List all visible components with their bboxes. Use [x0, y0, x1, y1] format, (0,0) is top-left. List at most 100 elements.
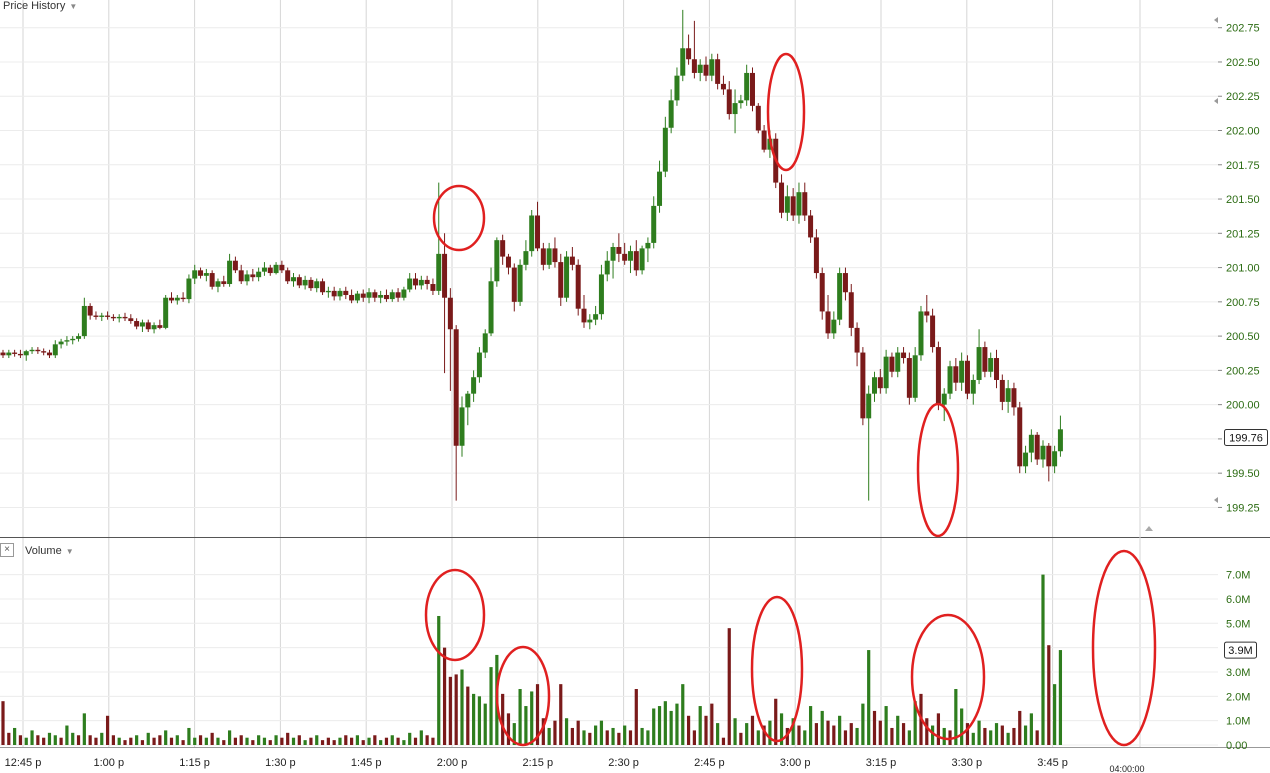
- volume-bar: [989, 730, 993, 745]
- candle-body: [709, 59, 715, 76]
- candle-body: [203, 273, 209, 276]
- candle-body: [302, 279, 308, 286]
- close-icon[interactable]: ×: [0, 543, 14, 557]
- volume-bar: [291, 737, 296, 745]
- candle-body: [569, 256, 575, 265]
- volume-bar: [849, 723, 853, 745]
- candle-body: [447, 297, 453, 330]
- candle-body: [1023, 452, 1029, 467]
- volume-bar: [890, 727, 894, 745]
- volume-bar: [460, 669, 464, 745]
- candle-body: [732, 103, 738, 115]
- candle-body: [918, 311, 924, 356]
- volume-bar: [768, 720, 772, 745]
- volume-bar: [489, 667, 493, 745]
- volume-bar: [408, 732, 412, 745]
- candle-body: [93, 315, 99, 317]
- highlight-circle: [1091, 549, 1157, 747]
- volume-bar: [907, 730, 911, 745]
- candle-body: [64, 340, 70, 342]
- volume-bar: [18, 735, 23, 745]
- candle-body: [52, 344, 58, 356]
- volume-bar: [419, 730, 423, 745]
- price-candles: [0, 9, 1063, 501]
- candle-body: [616, 247, 622, 254]
- candle-body: [831, 319, 837, 334]
- volume-bar: [245, 737, 249, 745]
- volume-bar: [954, 689, 958, 745]
- x-tick-label: 3:30 p: [952, 757, 983, 769]
- candle-body: [401, 289, 407, 298]
- candle-body: [122, 316, 128, 319]
- y-tick-label: 200.00: [1226, 400, 1260, 412]
- candle-body: [430, 284, 436, 291]
- candle-body: [285, 270, 291, 282]
- candle-body: [819, 273, 825, 312]
- volume-bar: [570, 727, 574, 745]
- volume-bar: [477, 696, 482, 745]
- price-panel-title[interactable]: Price History ▼: [3, 0, 78, 12]
- candle-body: [500, 240, 506, 257]
- candle-body: [331, 290, 337, 297]
- volume-bar: [594, 725, 598, 745]
- candle-body: [395, 292, 401, 298]
- y-tick-label: 200.50: [1226, 331, 1260, 343]
- x-tick-label: 2:15 p: [523, 757, 554, 769]
- candle-body: [837, 273, 843, 320]
- chart-grid: [0, 0, 1270, 748]
- volume-bar: [1, 701, 5, 745]
- candle-body: [1034, 434, 1040, 460]
- volume-bar: [175, 735, 179, 745]
- candle-body: [494, 240, 500, 282]
- volume-bar: [431, 737, 435, 745]
- candle-body: [924, 311, 930, 316]
- volume-bar: [803, 730, 807, 745]
- candle-body: [337, 290, 343, 297]
- candle-body: [151, 325, 157, 330]
- y-tick-label: 201.00: [1226, 263, 1260, 275]
- candle-body: [790, 196, 796, 216]
- volume-bar: [251, 740, 255, 745]
- candle-body: [413, 278, 419, 286]
- candle-body: [488, 281, 494, 334]
- candle-body: [180, 297, 186, 300]
- x-tick-label: 3:45 p: [1037, 757, 1068, 769]
- candle-body: [523, 251, 529, 265]
- candle-body: [779, 182, 785, 213]
- volume-bar: [791, 718, 795, 745]
- volume-bar: [216, 737, 220, 745]
- candle-body: [848, 292, 854, 328]
- volume-bar: [129, 737, 133, 745]
- volume-bar: [535, 684, 540, 745]
- highlight-circle: [910, 613, 986, 741]
- volume-bar: [448, 676, 452, 745]
- candle-body: [604, 260, 610, 275]
- candle-body: [157, 325, 163, 328]
- volume-tick-label: 3.0M: [1226, 667, 1250, 679]
- candle-body: [930, 315, 936, 348]
- volume-bar: [605, 730, 609, 745]
- volume-bar: [227, 730, 232, 745]
- volume-bar: [843, 730, 848, 745]
- volume-bar: [855, 727, 859, 745]
- candle-body: [970, 379, 976, 394]
- volume-bar: [454, 674, 458, 745]
- volume-bar: [716, 723, 720, 745]
- volume-bar: [710, 703, 714, 745]
- candle-body: [221, 281, 227, 285]
- candle-body: [854, 327, 860, 353]
- candle-body: [29, 349, 35, 352]
- dropdown-arrow-icon[interactable]: ▼: [65, 547, 74, 556]
- dropdown-arrow-icon[interactable]: ▼: [69, 2, 78, 11]
- volume-panel-title[interactable]: Volume ▼: [25, 545, 74, 557]
- candle-body: [296, 277, 302, 286]
- y-tick-label: 202.75: [1226, 23, 1260, 35]
- volume-bar: [105, 715, 110, 745]
- last-volume-label: 3.9M: [1228, 645, 1252, 657]
- candle-body: [587, 319, 593, 323]
- candle-body: [680, 48, 686, 76]
- volume-bar: [530, 691, 534, 745]
- scroll-arrow-icon: [1214, 98, 1218, 104]
- volume-bar: [762, 725, 766, 745]
